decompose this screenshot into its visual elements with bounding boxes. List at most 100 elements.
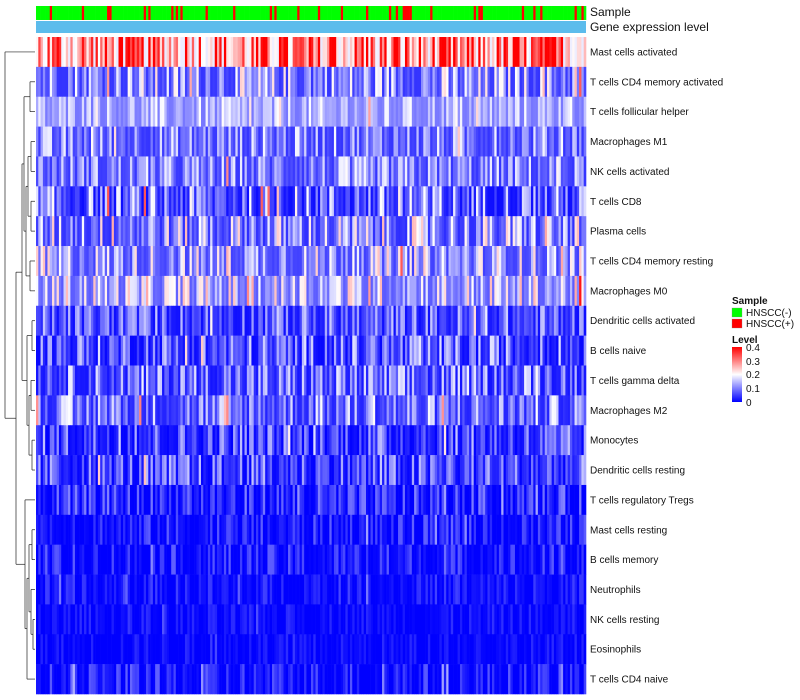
heatmap-cell [72,96,76,127]
heatmap-cell [496,66,500,98]
heatmap-cell [49,425,53,456]
heatmap-cell [244,126,248,157]
heatmap-cell [569,246,573,277]
heatmap-cell [207,365,211,396]
heatmap-cell [262,484,266,516]
heatmap-cell [301,514,305,545]
heatmap-cell [102,37,106,68]
heatmap-cell [558,484,562,516]
heatmap-cell [36,455,39,486]
heatmap-cell [576,246,580,277]
sample-annotation-cell [95,6,99,20]
heatmap-cell [450,544,454,575]
heatmap-cell [551,514,555,545]
heatmap-cell [97,574,101,605]
heatmap-cell [455,156,458,187]
heatmap-cell [503,455,507,486]
heatmap-cell [581,484,585,516]
heatmap-cell [489,365,493,396]
heatmap-cell [361,514,365,545]
heatmap-cell [152,425,156,456]
heatmap-cell [173,335,177,366]
heatmap-cell [184,455,188,486]
heatmap-cell [281,216,284,247]
heatmap-cell [393,544,397,575]
heatmap-cell [86,574,90,605]
heatmap-cell [565,305,568,336]
sample-annotation-cell [260,6,264,20]
heatmap-cell [503,156,507,187]
heatmap-cell [547,425,550,456]
sample-annotation-cell [576,6,580,20]
heatmap-cell [349,66,353,98]
heatmap-cell [569,365,573,396]
heatmap-cell [402,544,406,575]
heatmap-cell [482,484,486,516]
heatmap-cell [462,484,465,516]
heatmap-cell [549,37,552,68]
heatmap-cell [407,66,410,98]
heatmap-cell [155,604,158,635]
heatmap-cell [505,425,509,456]
heatmap-cell [327,335,330,366]
heatmap-cell [120,156,124,187]
heatmap-cell [184,275,188,307]
heatmap-cell [189,425,193,456]
heatmap-cell [430,305,433,336]
heatmap-cell [544,335,548,366]
heatmap-cell [354,126,358,157]
heatmap-cell [159,335,163,366]
heatmap-cell [549,96,552,127]
heatmap-cell [526,484,530,516]
heatmap-cell [155,335,158,366]
heatmap-cell [359,514,362,545]
heatmap-cell [402,186,406,217]
heatmap-cell [184,305,188,336]
heatmap-cell [182,305,186,336]
heatmap-cell [514,425,518,456]
heatmap-cell [171,126,174,157]
heatmap-cell [107,66,110,98]
heatmap-cell [331,514,335,545]
heatmap-cell [496,96,500,127]
heatmap-cell [489,126,493,157]
heatmap-cell [409,66,413,98]
heatmap-cell [58,604,62,635]
heatmap-cell [466,66,470,98]
heatmap-cell [205,455,209,486]
heatmap-cell [74,96,78,127]
heatmap-cell [466,246,470,277]
heatmap-cell [482,275,486,307]
heatmap-cell [251,425,255,456]
heatmap-cell [331,395,335,426]
heatmap-cell [439,126,442,157]
sample-annotation-cell [519,6,523,20]
sample-annotation-cell [542,6,546,20]
heatmap-cell [164,604,167,635]
heatmap-cell [414,156,417,187]
heatmap-cell [93,275,96,307]
heatmap-cell [359,395,362,426]
heatmap-cell [70,66,73,98]
heatmap-cell [285,395,289,426]
heatmap-cell [285,305,289,336]
heatmap-cell [569,455,573,486]
heatmap-cell [388,484,392,516]
sample-annotation-cell [457,6,461,20]
heatmap-cell [42,186,46,217]
heatmap-cell [308,484,312,516]
heatmap-cell [492,66,495,98]
heatmap-cell [437,275,440,307]
heatmap-cell [182,186,186,217]
heatmap-cell [77,365,80,396]
heatmap-cell [235,37,238,68]
heatmap-cell [427,126,431,157]
heatmap-cell [485,186,488,217]
heatmap-cell [58,574,62,605]
heatmap-cell [171,66,174,98]
heatmap-cell [404,126,408,157]
heatmap-cell [134,275,138,307]
heatmap-cell [95,37,99,68]
heatmap-cell [352,365,355,396]
